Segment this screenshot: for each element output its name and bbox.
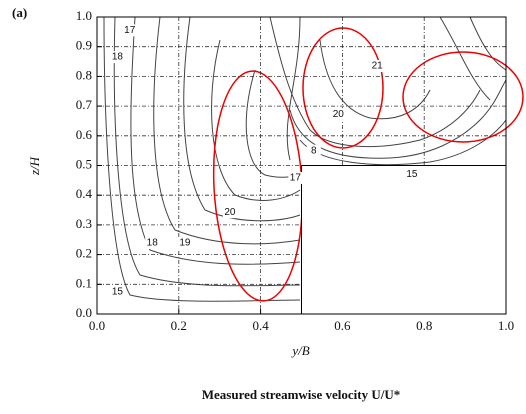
- x-tick-label: 0.8: [416, 318, 432, 333]
- y-tick-label: 0.8: [76, 67, 92, 82]
- panel-label: (a): [12, 5, 27, 20]
- y-tick-label: 1.0: [76, 8, 92, 23]
- contour-line: [439, 16, 491, 101]
- contour-line: [269, 16, 481, 147]
- contour-line: [183, 16, 301, 222]
- contour-line: [319, 39, 431, 120]
- contour-label-bg: [177, 237, 192, 250]
- contour-label-bg: [404, 168, 419, 181]
- contour-label: 8: [311, 145, 317, 156]
- contour-label-bg: [222, 206, 237, 219]
- contour-label-bg: [370, 60, 385, 73]
- x-axis-label: y/B: [290, 343, 309, 358]
- solid-region: [301, 165, 507, 315]
- contour-label-bg: [110, 286, 125, 299]
- contour-label: 20: [333, 109, 345, 120]
- contour-label: 17: [124, 25, 136, 36]
- y-tick-label: 0.4: [76, 186, 93, 201]
- contour-label: 15: [406, 169, 418, 180]
- x-tick-label: 0.6: [334, 318, 351, 333]
- y-tick-label: 0.5: [76, 156, 92, 171]
- contour-line: [469, 16, 507, 71]
- contour-label: 20: [224, 207, 236, 218]
- y-tick-label: 0.0: [76, 305, 92, 320]
- contour-label-bg: [288, 171, 303, 184]
- y-tick-label: 0.1: [76, 275, 92, 290]
- plot-frame: [96, 16, 507, 315]
- x-tick-label: 0.0: [89, 318, 105, 333]
- y-tick-label: 0.3: [76, 216, 92, 231]
- contour-label: 21: [372, 61, 384, 72]
- y-tick-label: 0.2: [76, 246, 92, 261]
- y-tick-label: 0.6: [76, 127, 93, 142]
- contour-line: [153, 16, 301, 245]
- contour-label: 17: [290, 173, 302, 184]
- contour-line: [211, 39, 301, 201]
- contour-label-bg: [331, 108, 346, 121]
- y-tick-label: 0.9: [76, 38, 92, 53]
- contour-line: [299, 119, 507, 166]
- contour-label: 18: [147, 238, 159, 249]
- contour-line: [286, 16, 301, 161]
- x-tick-label: 0.2: [171, 318, 187, 333]
- contour-label: 18: [112, 52, 124, 63]
- highlight-ellipse: [212, 70, 304, 302]
- contour-label-bg: [122, 24, 137, 37]
- y-tick-label: 0.7: [76, 97, 93, 112]
- contour-label: 19: [179, 238, 191, 249]
- highlight-ellipse: [302, 27, 384, 149]
- contour-label-bg: [306, 144, 321, 157]
- caption: Measured streamwise velocity U/U*: [202, 387, 400, 402]
- highlight-ellipse: [402, 51, 524, 143]
- contour-label: 15: [112, 287, 124, 298]
- x-tick-label: 0.4: [252, 318, 269, 333]
- x-tick-label: 1.0: [498, 318, 514, 333]
- contour-label-bg: [145, 237, 160, 250]
- contour-line: [103, 16, 301, 302]
- contour-label-bg: [110, 51, 125, 64]
- y-axis-label: z/H: [27, 156, 42, 176]
- contour-line: [113, 16, 301, 287]
